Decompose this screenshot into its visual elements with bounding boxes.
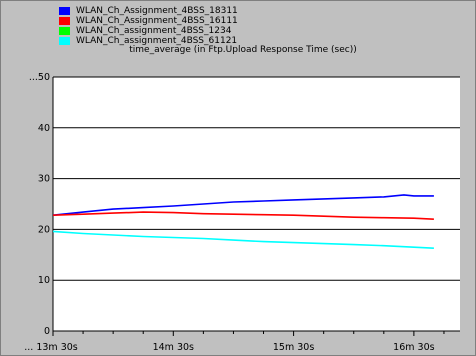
series-line-0 [52, 194, 434, 216]
legend: WLAN_Ch_Assignment_4BSS_18311 WLAN_Ch_As… [59, 6, 459, 46]
legend-label: WLAN_Ch_Assignment_4BSS_18311 [76, 6, 238, 16]
legend-item: WLAN_Ch_assignment_4BSS_61121 [59, 36, 459, 46]
y-tick-label: 30 [38, 174, 50, 185]
x-tick-label: ... 13m 30s [24, 342, 78, 353]
legend-item: WLAN_Ch_assignment_4BSS_1234 [59, 26, 459, 36]
x-tick-label: 16m 30s [393, 342, 434, 353]
x-tick-label: 14m 30s [153, 342, 194, 353]
series-line-3 [52, 230, 434, 249]
y-tick-label: 20 [38, 224, 50, 235]
legend-swatch-red [59, 17, 70, 25]
y-tick-label: 0 [44, 326, 50, 337]
y-tick-label: ...50 [29, 72, 50, 83]
legend-swatch-cyan [59, 37, 70, 45]
legend-item: WLAN_Ch_Assignment_4BSS_18311 [59, 6, 459, 16]
x-tick-label: 15m 30s [273, 342, 314, 353]
series-line-1 [52, 211, 434, 220]
legend-swatch-green [59, 27, 70, 35]
legend-item: WLAN_Ch_Assignment_4BSS_16111 [59, 16, 459, 26]
chart-title: time_average (in Ftp.Upload Response Tim… [129, 45, 357, 55]
legend-label: WLAN_Ch_assignment_4BSS_1234 [76, 26, 232, 36]
y-tick-label: 40 [38, 123, 50, 134]
y-tick-label: 10 [38, 275, 50, 286]
legend-label: WLAN_Ch_assignment_4BSS_61121 [76, 36, 238, 46]
plot-background [53, 77, 460, 331]
legend-label: WLAN_Ch_Assignment_4BSS_16111 [76, 16, 238, 26]
legend-swatch-blue [59, 7, 70, 15]
